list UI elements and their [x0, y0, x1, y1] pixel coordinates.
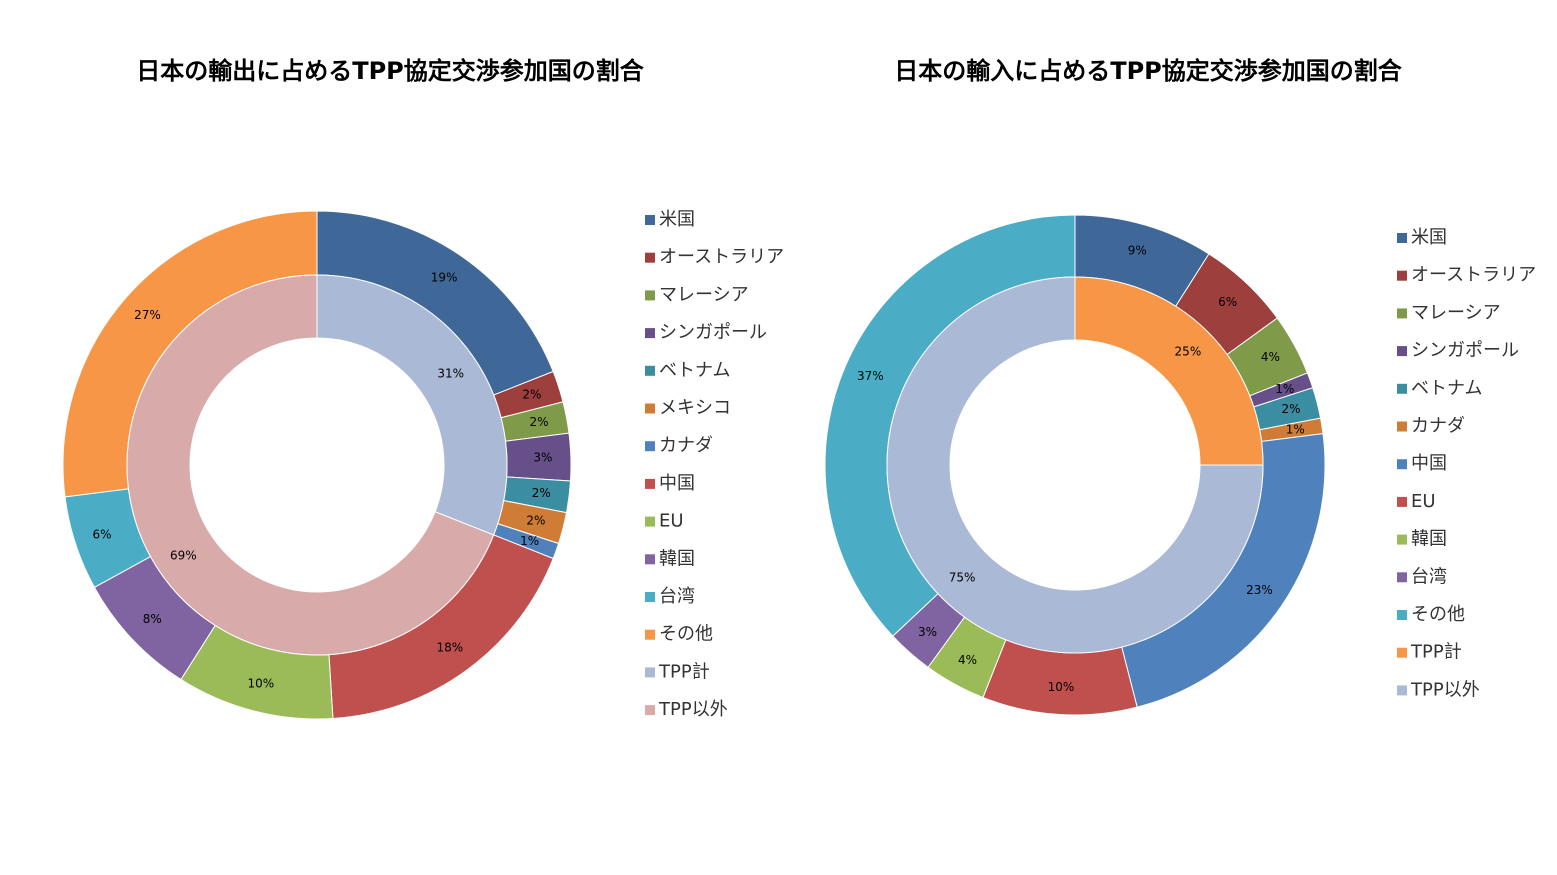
legend-label: 中国	[1411, 453, 1447, 474]
legend-label: シンガポール	[659, 322, 767, 343]
data-label: 75%	[949, 570, 976, 584]
data-label: 19%	[431, 271, 458, 285]
legend-swatch	[1397, 421, 1407, 432]
legend-label: EU	[659, 511, 684, 532]
data-label: 6%	[1218, 295, 1237, 309]
legend-label: 韓国	[659, 548, 695, 569]
data-label: 6%	[93, 527, 112, 541]
legend-label: TPP計	[1410, 642, 1462, 663]
legend-label: シンガポール	[1411, 340, 1519, 361]
legend-swatch	[1397, 383, 1407, 394]
data-label: 69%	[170, 548, 197, 562]
data-label: 2%	[532, 486, 551, 500]
data-label: 25%	[1175, 345, 1202, 359]
legend-label: 韓国	[1411, 529, 1447, 550]
legend-swatch	[645, 328, 655, 339]
legend-swatch	[645, 290, 655, 301]
data-label: 37%	[857, 369, 884, 383]
legend-label: 米国	[1411, 227, 1447, 248]
legend-swatch	[645, 215, 655, 225]
legend-label: ベトナム	[1411, 378, 1482, 399]
legend-swatch	[645, 554, 655, 565]
legend-label: その他	[1411, 604, 1465, 625]
data-label: 2%	[526, 514, 545, 528]
legend-label: カナダ	[659, 435, 713, 456]
data-label: 1%	[1286, 423, 1305, 437]
legend-swatch	[1397, 308, 1407, 319]
legend-label: TPP以外	[1410, 679, 1480, 700]
legend-swatch	[645, 441, 655, 452]
legend-swatch	[645, 365, 655, 376]
data-label: 1%	[520, 534, 539, 548]
legend-swatch	[1397, 346, 1407, 357]
data-label: 4%	[958, 653, 977, 667]
legend-label: オーストラリア	[1411, 265, 1536, 286]
donut-segment	[316, 274, 508, 536]
legend-label: マレーシア	[1411, 302, 1501, 323]
legend-swatch	[1397, 459, 1407, 470]
donut-segment	[126, 274, 495, 656]
legend-label: メキシコ	[659, 398, 731, 419]
data-label: 23%	[1246, 583, 1273, 597]
legend-swatch	[645, 705, 655, 716]
legend-swatch	[1397, 496, 1407, 507]
data-label: 4%	[1261, 350, 1280, 364]
legend-swatch	[1397, 233, 1407, 243]
legend-label: TPP以外	[658, 699, 728, 720]
data-label: 18%	[437, 640, 464, 654]
data-label: 3%	[533, 450, 552, 464]
legend-label: 台湾	[1411, 566, 1447, 587]
data-label: 1%	[1275, 382, 1294, 396]
legend-label: オーストラリア	[659, 247, 784, 268]
chart-title: 日本の輸入に占めるTPP協定交渉参加国の割合	[894, 57, 1403, 85]
legend-swatch	[645, 629, 655, 640]
legend-swatch	[645, 252, 655, 263]
data-label: 10%	[247, 676, 274, 690]
data-label: 2%	[522, 388, 541, 402]
legend-swatch	[645, 592, 655, 602]
data-label: 31%	[437, 367, 464, 381]
data-label: 8%	[143, 612, 162, 626]
legend-swatch	[1397, 572, 1407, 583]
legend-swatch	[645, 516, 655, 527]
legend-label: マレーシア	[659, 284, 749, 305]
legend-label: EU	[1411, 491, 1436, 512]
legend-swatch	[645, 667, 655, 678]
data-label: 3%	[918, 625, 937, 639]
data-label: 27%	[134, 308, 161, 322]
legend-swatch	[1397, 610, 1407, 620]
data-label: 2%	[529, 415, 548, 429]
legend-swatch	[1397, 534, 1407, 545]
legend-swatch	[1397, 270, 1407, 281]
chart-title: 日本の輸出に占めるTPP協定交渉参加国の割合	[136, 57, 645, 85]
data-label: 10%	[1048, 680, 1075, 694]
donut-segment	[886, 276, 1264, 654]
data-label: 9%	[1128, 243, 1147, 257]
data-label: 2%	[1281, 402, 1300, 416]
legend-label: ベトナム	[659, 360, 730, 381]
legend-label: その他	[659, 624, 713, 645]
legend-swatch	[1397, 647, 1407, 658]
legend-swatch	[645, 478, 655, 489]
legend-label: 米国	[659, 209, 695, 230]
legend-label: カナダ	[1411, 416, 1465, 437]
legend-label: 中国	[659, 473, 695, 494]
legend-label: 台湾	[659, 586, 695, 607]
legend-label: TPP計	[658, 661, 710, 682]
legend-swatch	[1397, 685, 1407, 696]
legend-swatch	[645, 403, 655, 414]
